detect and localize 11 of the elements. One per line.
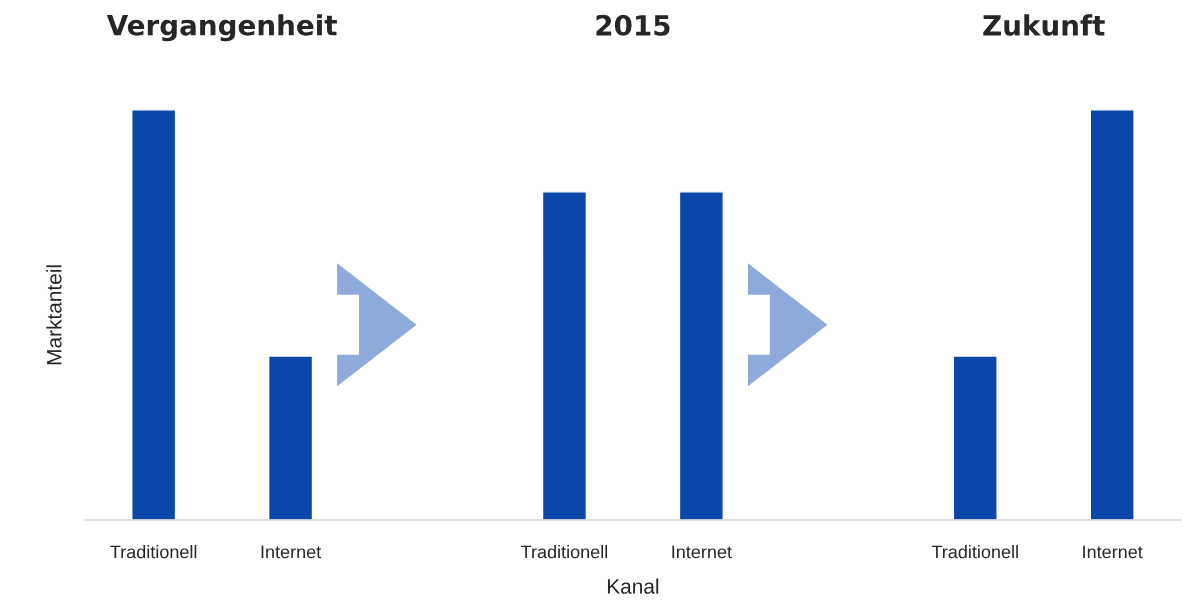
- x-tick-label: Internet: [1083, 545, 1143, 559]
- x-axis-title: Kanal: [607, 578, 659, 594]
- text: Zukunft: [983, 14, 1105, 36]
- x-tick-label: Traditionell: [521, 545, 608, 559]
- x-tick-label: Traditionell: [110, 545, 197, 559]
- x-tick-label: Internet: [672, 545, 732, 559]
- text: Vergangenheit: [106, 14, 337, 42]
- text: 2015: [596, 14, 670, 36]
- x-tick-label: Traditionell: [931, 545, 1018, 559]
- x-tick-label: Internet: [261, 545, 322, 559]
- y-axis-title: Marktanteil: [46, 265, 62, 365]
